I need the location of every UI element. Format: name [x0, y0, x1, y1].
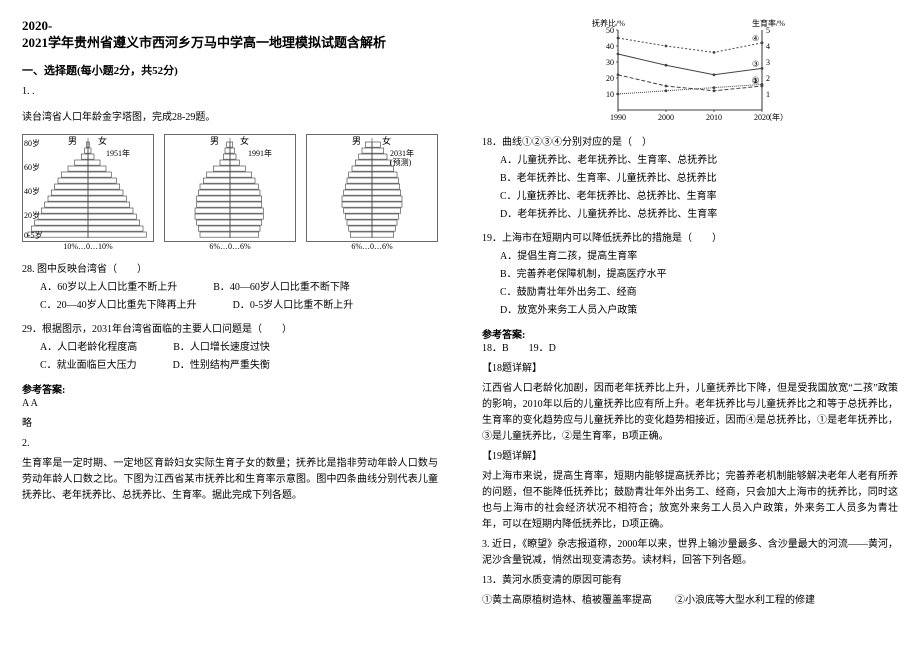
q18: 18．曲线①②③④分别对应的是（ ）	[482, 134, 898, 152]
pyramid-0: 男 女 1951年 80岁 60岁 40岁 20岁 0-5岁 10%…0…10%	[22, 134, 154, 251]
q13-opt-2: ②小浪底等大型水利工程的修建	[675, 595, 815, 606]
svg-text:30: 30	[606, 58, 614, 67]
answer-1819: 18．B 19．D	[482, 341, 898, 357]
q18-opt-a: A．儿童抚养比、老年抚养比、生育率、总抚养比	[500, 152, 898, 170]
q29-opt-a: A．人口老龄化程度高	[40, 339, 137, 357]
q28-options: A．60岁以上人口比重不断上升 B．40—60岁人口比重不断下降 C．20—40…	[22, 279, 438, 315]
svg-text:80岁: 80岁	[24, 138, 40, 148]
svg-text:2000: 2000	[658, 113, 674, 122]
svg-text:3: 3	[766, 58, 770, 67]
q18-options: A．儿童抚养比、老年抚养比、生育率、总抚养比 B．老年抚养比、生育率、儿童抚养比…	[482, 152, 898, 224]
svg-text:抚养比/%: 抚养比/%	[592, 18, 625, 28]
q19-opt-b: B．完善养老保障机制，提高医疗水平	[500, 266, 898, 284]
expl19: 对上海市来说，提高生育率，短期内能够提高抚养比；完善养老机制能够解决老年人老有所…	[482, 469, 898, 533]
q13: 13．黄河水质变清的原因可能有	[482, 573, 898, 589]
pyramid-svg-2: 男 女 2031年(预测)	[306, 134, 438, 242]
svg-text:男: 男	[352, 136, 361, 146]
svg-text:女: 女	[382, 135, 391, 146]
q28-opt-a: A．60岁以上人口比重不断上升	[40, 279, 177, 297]
q28-opt-c: C．20—40岁人口比重先下降再上升	[40, 297, 197, 315]
pyramid-axis-0: 10%…0…10%	[63, 242, 112, 251]
svg-text:（年）: （年）	[764, 112, 788, 122]
q13-row: ①黄土高原植树造林、植被覆盖率提高 ②小浪底等大型水利工程的修建	[482, 593, 898, 609]
answer-2829: A A	[22, 396, 438, 412]
svg-text:2031年: 2031年	[390, 148, 414, 158]
svg-text:2: 2	[766, 74, 770, 83]
q29-opt-b: B．人口增长速度过快	[173, 339, 270, 357]
expl19-h: 【19题详解】	[482, 449, 898, 465]
pyramid-intro: 读台湾省人口年龄金字塔图，完成28-29题。	[22, 110, 438, 126]
q28: 28. 图中反映台湾省（ ）	[22, 261, 438, 279]
svg-text:0-5岁: 0-5岁	[24, 230, 43, 240]
q19-opt-a: A．提倡生育二孩，提高生育率	[500, 248, 898, 266]
line-chart-svg: 1020304050123451990200020102020抚养比/%生育率/…	[590, 18, 790, 128]
title-main: 2021学年贵州省遵义市西河乡万马中学高一地理模拟试题含解析	[22, 34, 438, 52]
q28-opt-b: B．40—60岁人口比重不断下降	[213, 279, 350, 297]
q19-opt-d: D．放宽外来务工人员入户政策	[500, 302, 898, 320]
right-column: 1020304050123451990200020102020抚养比/%生育率/…	[460, 0, 920, 651]
answer-lue: 略	[22, 416, 438, 432]
svg-text:男: 男	[210, 136, 219, 146]
q18-opt-d: D．老年抚养比、儿童抚养比、总抚养比、生育率	[500, 206, 898, 224]
svg-text:60岁: 60岁	[24, 162, 40, 172]
q19-opt-c: C．鼓励青壮年外出务工、经商	[500, 284, 898, 302]
svg-text:1990: 1990	[610, 113, 626, 122]
q19: 19．上海市在短期内可以降低抚养比的措施是（ ）	[482, 230, 898, 248]
pyramid-1: 男 女 1991年 6%…0…6%	[164, 134, 296, 251]
q29: 29．根据图示，2031年台湾省面临的主要人口问题是（ ）	[22, 321, 438, 339]
svg-text:女: 女	[98, 135, 107, 146]
expl18: 江西省人口老龄化加剧，因而老年抚养比上升，儿童抚养比下降，但是受我国放宽“二孩”…	[482, 381, 898, 445]
svg-text:①: ①	[752, 75, 759, 84]
svg-text:1: 1	[766, 90, 770, 99]
section1-heading: 一、选择题(每小题2分，共52分)	[22, 62, 438, 78]
pyramid-svg-0: 男 女 1951年 80岁 60岁 40岁 20岁 0-5岁	[22, 134, 154, 242]
q29-opt-d: D．性别结构严重失衡	[173, 357, 270, 375]
pyramid-axis-2: 6%…0…6%	[351, 242, 392, 251]
svg-text:1951年: 1951年	[106, 148, 130, 158]
svg-text:4: 4	[766, 42, 770, 51]
left-column: 2020- 2021学年贵州省遵义市西河乡万马中学高一地理模拟试题含解析 一、选…	[0, 0, 460, 651]
svg-text:(预测): (预测)	[390, 157, 412, 167]
title-year: 2020-	[22, 18, 438, 34]
svg-text:男: 男	[68, 136, 77, 146]
q13-opt-1: ①黄土高原植树造林、植被覆盖率提高	[482, 595, 652, 606]
svg-text:2010: 2010	[706, 113, 722, 122]
line-chart: 1020304050123451990200020102020抚养比/%生育率/…	[590, 18, 790, 128]
svg-text:40: 40	[606, 42, 614, 51]
svg-text:女: 女	[240, 135, 249, 146]
q28-opt-d: D．0-5岁人口比重不断上升	[233, 297, 354, 315]
pyramid-axis-1: 6%…0…6%	[209, 242, 250, 251]
answer-heading-2: 参考答案:	[482, 326, 898, 341]
q2: 2.	[22, 436, 438, 452]
svg-text:40岁: 40岁	[24, 186, 40, 196]
q18-opt-c: C．儿童抚养比、老年抚养比、总抚养比、生育率	[500, 188, 898, 206]
q2-text: 生育率是一定时期、一定地区育龄妇女实际生育子女的数量；抚养比是指非劳动年龄人口数…	[22, 456, 438, 504]
svg-text:③: ③	[752, 59, 759, 68]
q29-opt-c: C．就业面临巨大压力	[40, 357, 137, 375]
q3: 3. 近日，《瞭望》杂志报道称，2000年以来，世界上输沙量最多、含沙量最大的河…	[482, 537, 898, 569]
svg-text:生育率/%: 生育率/%	[752, 18, 785, 28]
svg-text:④: ④	[752, 34, 759, 43]
q1: 1. .	[22, 84, 438, 100]
q19-options: A．提倡生育二孩，提高生育率 B．完善养老保障机制，提高医疗水平 C．鼓励青壮年…	[482, 248, 898, 320]
svg-text:20: 20	[606, 74, 614, 83]
population-pyramid-row: 男 女 1951年 80岁 60岁 40岁 20岁 0-5岁 10%…0…10% 男 女 1991年 6…	[22, 134, 438, 251]
pyramid-2: 男 女 2031年(预测) 6%…0…6%	[306, 134, 438, 251]
answer-heading-1: 参考答案:	[22, 381, 438, 396]
svg-text:10: 10	[606, 90, 614, 99]
expl18-h: 【18题详解】	[482, 361, 898, 377]
pyramid-svg-1: 男 女 1991年	[164, 134, 296, 242]
q29-options: A．人口老龄化程度高 B．人口增长速度过快 C．就业面临巨大压力 D．性别结构严…	[22, 339, 438, 375]
svg-text:1991年: 1991年	[248, 148, 272, 158]
svg-text:20岁: 20岁	[24, 210, 40, 220]
q18-opt-b: B．老年抚养比、生育率、儿童抚养比、总抚养比	[500, 170, 898, 188]
